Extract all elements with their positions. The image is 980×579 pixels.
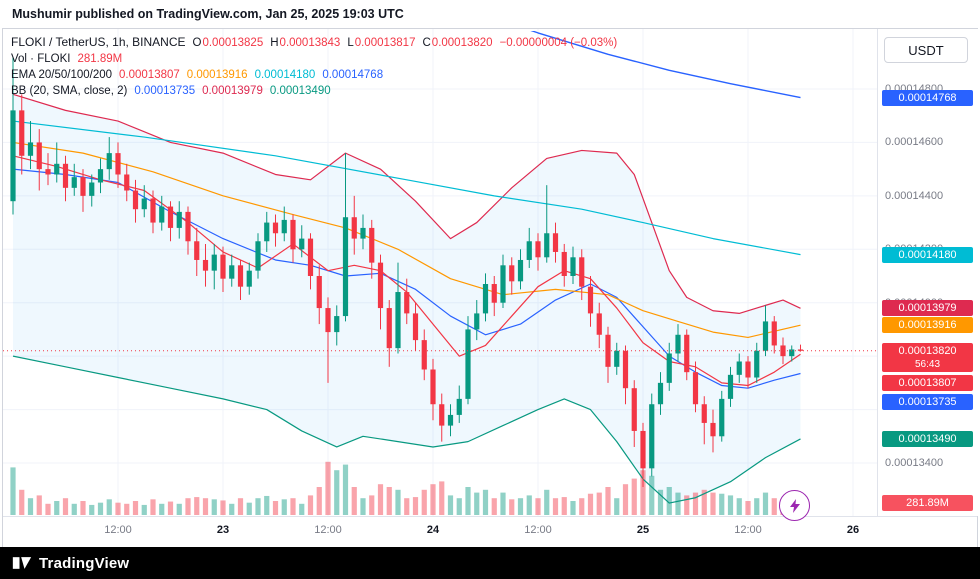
time-axis-label: 12:00 <box>104 524 132 536</box>
current-price-badge: 0.00013820 56:43 <box>882 342 973 372</box>
lightning-icon <box>789 498 800 513</box>
chart-card: FLOKI / TetherUS, 1h, BINANCE O0.00013825… <box>2 28 978 547</box>
time-axis-label: 12:00 <box>524 524 552 536</box>
current-price-value: 0.00013820 <box>898 344 957 357</box>
bb-basis-badge: 0.00013735 <box>882 393 973 410</box>
time-axis-label: 12:00 <box>314 524 342 536</box>
bb-upper-badge: 0.00013979 <box>882 300 973 317</box>
ema50-badge: 0.00013916 <box>882 317 973 334</box>
bar-countdown: 56:43 <box>914 358 941 370</box>
price-axis[interactable]: 0.000148000.000146000.000144000.00014200… <box>877 29 978 516</box>
price-chart[interactable] <box>3 29 877 516</box>
tradingview-wordmark[interactable]: TradingView <box>39 554 130 572</box>
volume-badge: 281.89M <box>882 495 973 511</box>
ema100-badge: 0.00014180 <box>882 246 973 263</box>
time-axis[interactable]: 12:00 23 12:00 24 12:00 25 12:00 26 <box>3 516 977 547</box>
boost-button[interactable] <box>779 490 810 521</box>
price-axis-label: 0.00013400 <box>885 456 944 469</box>
time-axis-label: 23 <box>216 524 230 536</box>
attribution-bar: Mushumir published on TradingView.com, J… <box>0 0 980 28</box>
bb-lower-badge: 0.00013490 <box>882 430 973 447</box>
time-axis-label: 24 <box>426 524 440 536</box>
ema20-badge: 0.00013807 <box>882 375 973 392</box>
attribution-text: Mushumir published on TradingView.com, J… <box>12 7 404 21</box>
price-axis-label: 0.00014600 <box>885 136 944 149</box>
price-axis-label: 0.00014400 <box>885 189 944 202</box>
currency-toggle-button[interactable]: USDT <box>884 37 968 63</box>
ema200-badge: 0.00014768 <box>882 89 973 106</box>
tradingview-logomark-icon <box>12 557 32 569</box>
time-axis-label: 26 <box>846 524 860 536</box>
time-axis-label: 25 <box>636 524 650 536</box>
footer-bar: TradingView <box>0 547 980 579</box>
time-axis-label: 12:00 <box>734 524 762 536</box>
